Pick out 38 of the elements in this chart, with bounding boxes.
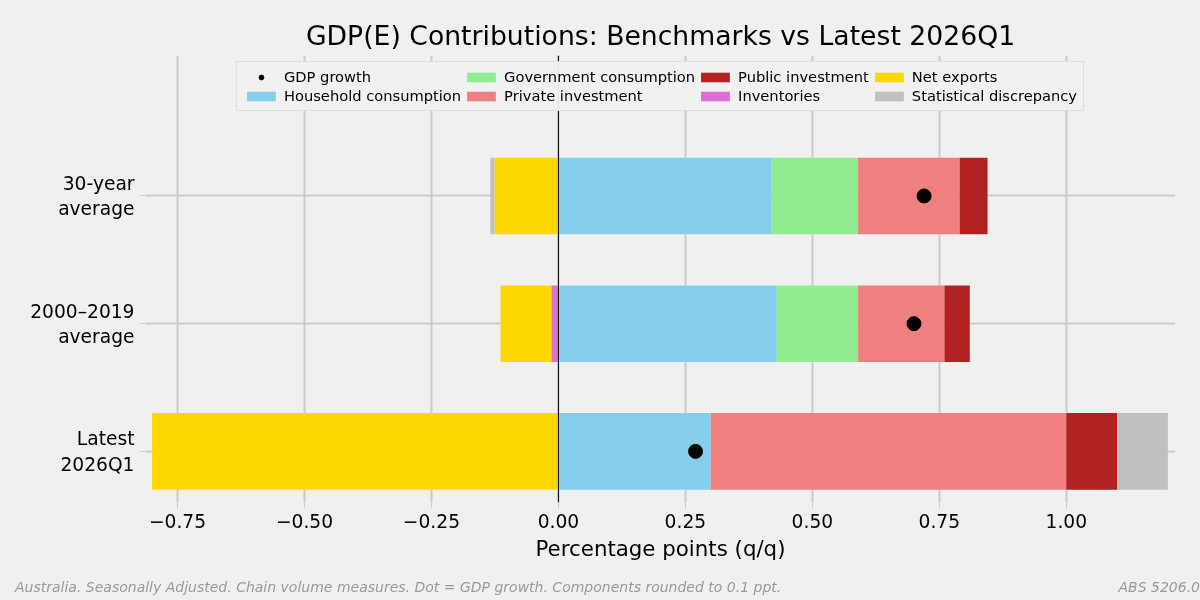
bar [558, 157, 772, 235]
bar [944, 285, 970, 363]
legend-label: Net exports [911, 68, 998, 85]
y-tick-label: Latest 2026Q1 [60, 428, 135, 475]
legend-label: Private investment [504, 87, 643, 104]
bar [558, 413, 711, 490]
x-axis-title: Percentage points (q/q) [535, 535, 786, 561]
bar [558, 285, 777, 363]
legend-label: Household consumption [283, 87, 462, 104]
bar [710, 413, 1067, 490]
bar [959, 157, 988, 235]
legend-label: Public investment [738, 68, 869, 85]
text: ABS 5206.0 [1118, 578, 1200, 597]
x-tick-label: −0.50 [275, 510, 334, 532]
bar [771, 157, 859, 235]
y-tick-label: 30-year average [58, 172, 135, 220]
bar [500, 285, 552, 363]
x-tick-label: 0.25 [664, 510, 707, 532]
x-tick-label: 1.00 [1045, 510, 1088, 532]
bar [858, 157, 960, 235]
bar [858, 285, 945, 363]
legend-label: Inventories [738, 87, 821, 104]
legend-label: Statistical discrepancy [911, 87, 1078, 104]
x-tick-label: 0.00 [537, 510, 580, 532]
bar [551, 285, 559, 363]
x-tick-label: 0.75 [918, 510, 961, 532]
y-tick-label: 2000–2019 average [30, 300, 135, 347]
legend-label: Government consumption [504, 68, 696, 85]
bar [494, 157, 559, 235]
text: Australia. Seasonally Adjusted. Chain volume measures. Dot = GDP growth. Components rounded to 0.1 ppt. [15, 578, 782, 597]
bar [1066, 413, 1118, 490]
bar [152, 413, 559, 490]
x-tick-label: −0.25 [402, 510, 461, 532]
x-tick-label: 0.50 [791, 510, 834, 532]
bar [776, 285, 859, 363]
chart-title: GDP(E) Contributions: Benchmarks vs Latest 2026Q1 [305, 19, 1016, 51]
x-tick-label: −0.75 [148, 510, 207, 532]
legend-label: GDP growth [283, 68, 372, 85]
